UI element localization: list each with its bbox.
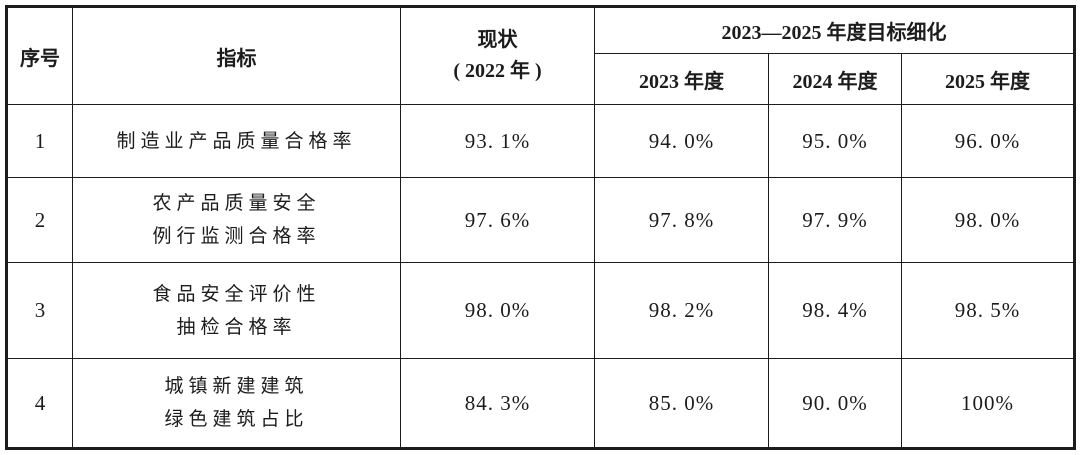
table-row: 2 农产品质量安全 例行监测合格率 97. 6% 97. 8% 97. 9% 9… [6,177,1076,263]
cell-serial: 4 [6,358,73,449]
indicator-line: 农产品质量安全 [152,193,321,214]
header-current-status: 现状 ( 2022 年 ) [400,6,595,105]
cell-target-2025: 98. 5% [900,262,1076,359]
header-current-status-line1: 现状 [477,29,518,51]
header-row-years: 2023 年度 2024 年度 2025 年度 [7,53,1076,105]
cell-target-2023: 94. 0% [594,104,769,178]
table-row: 1 制造业产品质量合格率 93. 1% 94. 0% 95. 0% 96. 0% [6,104,1076,178]
annual-targets-table: 序号 指标 现状 ( 2022 年 ) 2023—2025 年度目标细化 202… [5,5,1077,450]
indicator-line: 抽检合格率 [176,316,297,338]
header-serial-number: 序号 [6,6,73,105]
cell-status-2022: 93. 1% [400,104,595,178]
cell-indicator: 制造业产品质量合格率 [72,104,401,178]
cell-serial: 1 [6,104,73,178]
header-year-2025: 2025 年度 [900,53,1076,105]
indicator-line: 绿色建筑占比 [164,409,309,430]
cell-target-2025: 96. 0% [900,104,1076,178]
cell-serial: 3 [6,262,73,359]
cell-indicator: 农产品质量安全 例行监测合格率 [72,177,401,263]
cell-indicator: 食品安全评价性 抽检合格率 [72,262,401,359]
indicator-line: 例行监测合格率 [152,226,321,247]
header-year-2023: 2023 年度 [594,53,769,105]
cell-indicator: 城镇新建建筑 绿色建筑占比 [72,358,401,449]
cell-target-2024: 98. 4% [768,262,902,359]
indicator-line: 制造业产品质量合格率 [116,130,357,152]
cell-serial: 2 [6,177,73,263]
indicator-line: 城镇新建建筑 [164,376,309,397]
header-current-status-line2: ( 2022 年 ) [453,60,542,82]
header-row-top: 序号 指标 现状 ( 2022 年 ) 2023—2025 年度目标细化 [6,6,1076,105]
cell-target-2024: 90. 0% [768,358,902,449]
cell-target-2023: 98. 2% [594,262,769,359]
table-row: 3 食品安全评价性 抽检合格率 98. 0% 98. 2% 98. 4% 98.… [6,262,1076,359]
table-row: 4 城镇新建建筑 绿色建筑占比 84. 3% 85. 0% 90. 0% 100… [6,358,1076,449]
cell-target-2024: 97. 9% [768,177,902,263]
cell-target-2023: 85. 0% [594,358,769,449]
header-indicator: 指标 [72,6,401,105]
cell-status-2022: 84. 3% [400,358,595,449]
cell-target-2025: 100% [900,358,1076,449]
cell-target-2024: 95. 0% [768,104,902,178]
cell-status-2022: 97. 6% [400,177,595,263]
cell-target-2023: 97. 8% [594,177,769,263]
header-year-2024: 2024 年度 [768,53,902,105]
cell-target-2025: 98. 0% [900,177,1076,263]
header-span-2023-2025-targets: 2023—2025 年度目标细化 [593,6,1076,54]
indicator-line: 食品安全评价性 [152,283,321,305]
cell-status-2022: 98. 0% [400,262,595,359]
